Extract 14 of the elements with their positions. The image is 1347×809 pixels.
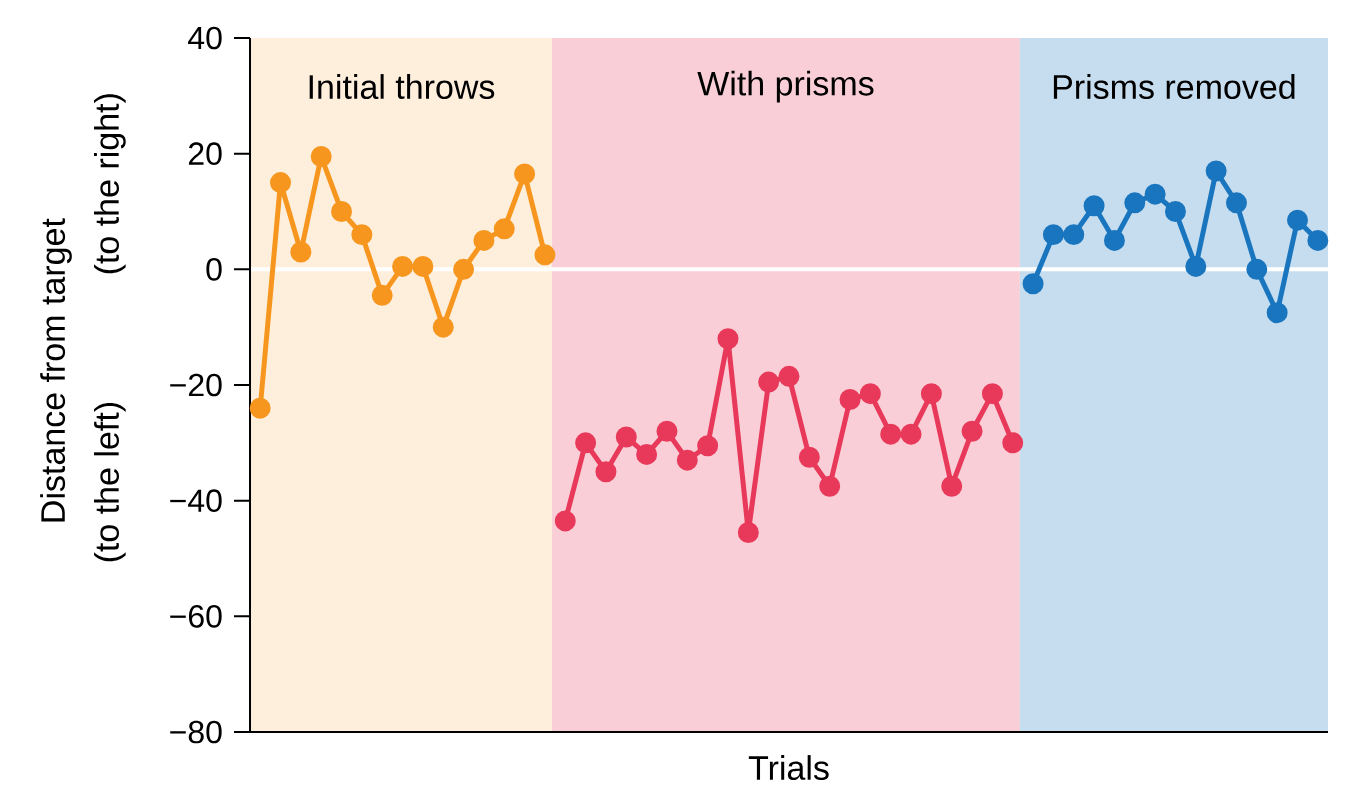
annotation: Prisms removed xyxy=(1053,74,1295,100)
y-axis-title: Distance from target xyxy=(40,218,72,522)
y-tick-label: −20 xyxy=(170,373,222,397)
text: (to the left) xyxy=(94,403,126,562)
y-tick-label: −80 xyxy=(170,720,222,744)
annotation: With prisms xyxy=(697,70,874,103)
y-tick-label: −40 xyxy=(170,489,222,512)
x-axis-title: Trials xyxy=(748,755,829,781)
y-tick-label: 40 xyxy=(188,26,222,50)
y-tick-label: 0 xyxy=(206,258,222,281)
text: (to the right) xyxy=(94,94,126,274)
annotation: Initial throws xyxy=(309,74,495,100)
y-tick-label: 20 xyxy=(188,142,222,165)
y-tick-label: −60 xyxy=(170,605,222,628)
